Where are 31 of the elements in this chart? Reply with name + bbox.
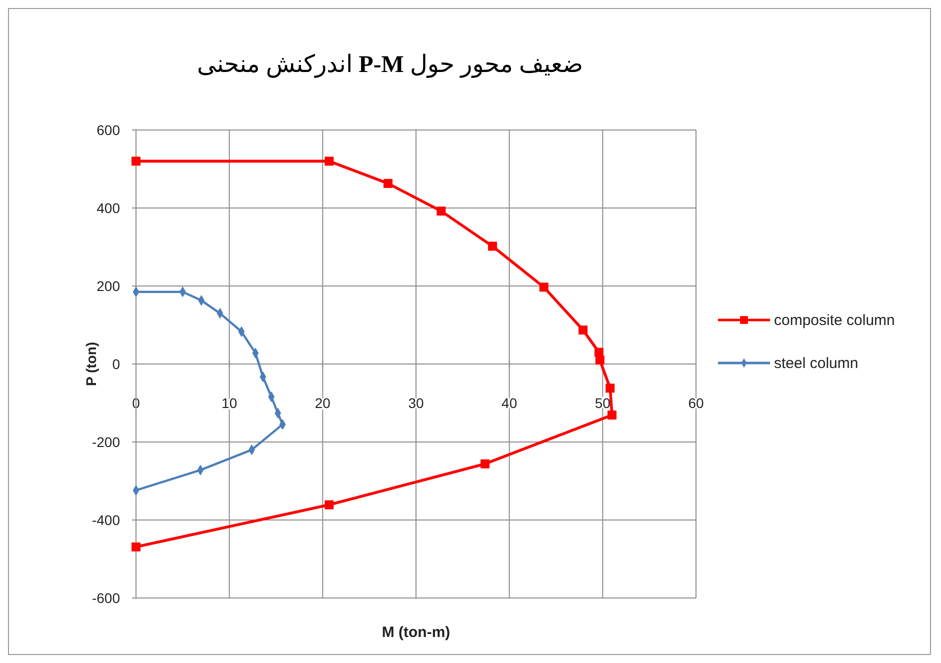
x-tick-label: 10 [222,395,238,411]
point [480,459,490,468]
point [324,156,334,166]
point [132,542,140,552]
point [132,156,140,166]
legend-label: steel column [774,355,858,372]
point [436,206,446,216]
x-tick-label: 30 [408,395,424,411]
point [595,356,604,365]
y-axis-title: P (ton) [83,342,99,386]
point [608,410,616,420]
x-tick-label: 60 [688,395,704,411]
y-tick-label: 400 [96,200,120,216]
y-tick-label: -600 [92,590,120,606]
point [594,348,604,357]
point [324,500,334,510]
y-tick-label: -400 [92,512,120,528]
point [578,326,588,335]
y-tick-label: 600 [96,122,120,138]
x-tick-label: 40 [502,395,518,411]
point [384,178,392,188]
point [539,282,548,292]
point [606,384,615,393]
x-tick-label: 50 [594,395,611,411]
x-axis-title: M (ton-m) [382,624,450,641]
point [488,242,498,251]
x-tick-label: 20 [314,395,331,411]
y-tick-label: 0 [112,356,120,372]
y-tick-label: 200 [96,278,120,294]
legend-label: composite column [774,312,895,329]
y-tick-label: -200 [92,434,120,450]
